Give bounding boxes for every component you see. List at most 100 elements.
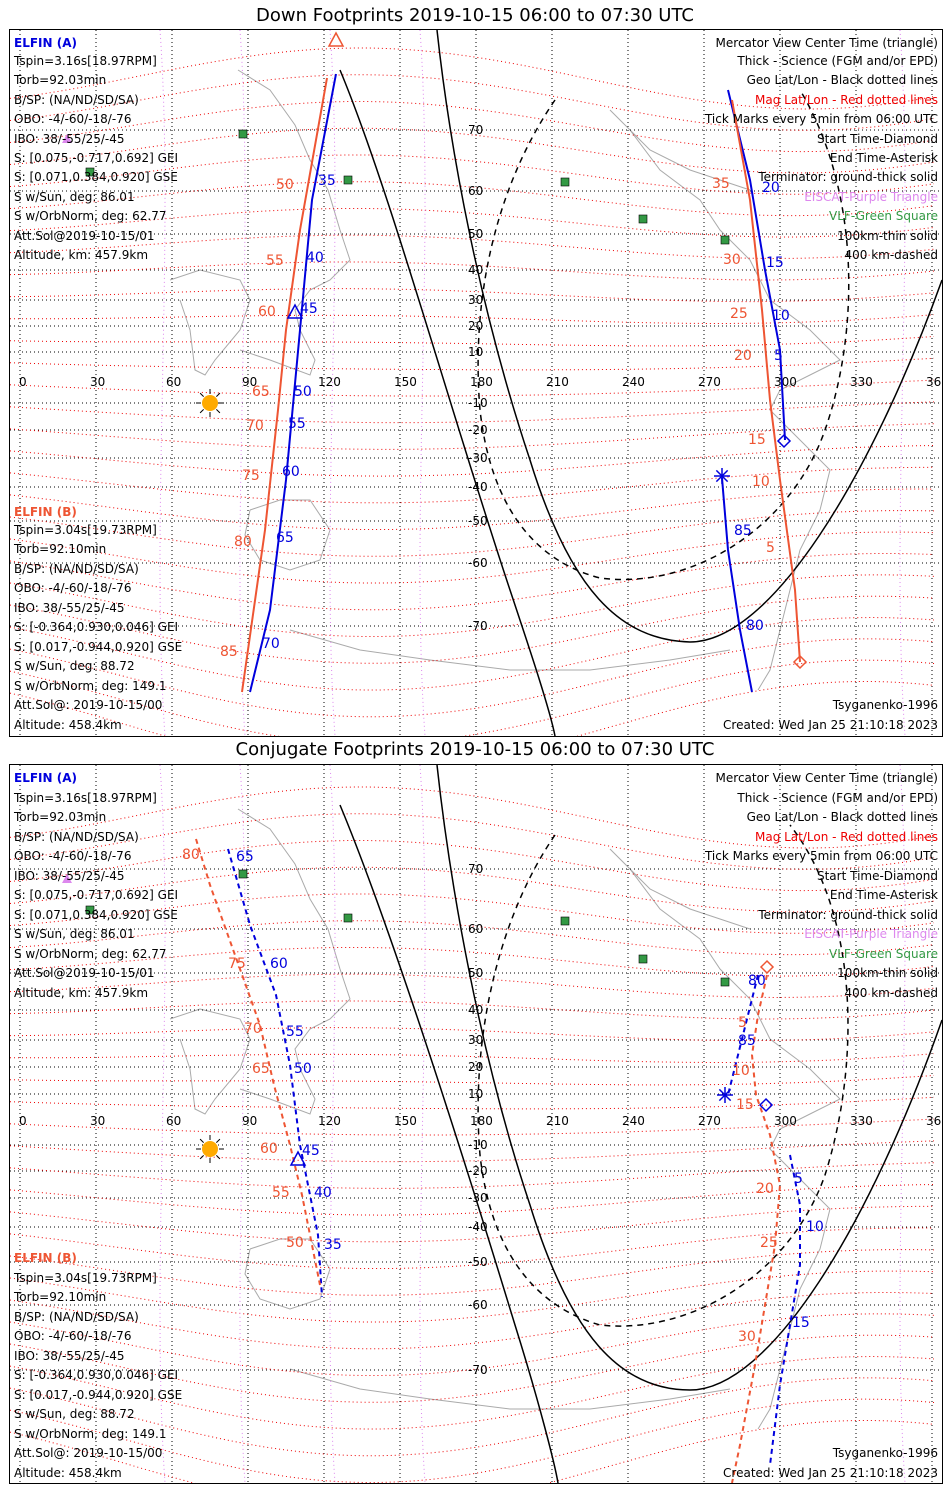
- mag-parallel: [10, 1419, 935, 1483]
- track-tick-label: 60: [282, 464, 300, 480]
- lat-tick-label: 60: [468, 922, 483, 936]
- legend-item: Terminator: ground-thick solid: [758, 908, 938, 922]
- track-tick-label: 20: [734, 348, 752, 364]
- sun-icon: [202, 1141, 218, 1157]
- lon-tick-label: 150: [394, 1114, 417, 1128]
- track-tick-label: 75: [228, 956, 246, 972]
- track-tick-label: 15: [748, 432, 766, 448]
- legend-item: VLF-Green Square: [829, 209, 938, 223]
- elfin-b-line: S w/Sun, deg: 88.72: [14, 1407, 135, 1421]
- sun-ray: [216, 1155, 221, 1160]
- elfin-a-line: Att.Sol@2019-10-15/01: [14, 966, 155, 980]
- mag-parallel: [10, 531, 935, 584]
- elfin-a-line: S w/Sun, deg: 86.01: [14, 927, 135, 941]
- mag-parallel: [10, 1205, 935, 1243]
- track-tick-label: 65: [236, 849, 254, 865]
- view-center-triangle: [289, 1150, 307, 1166]
- legend-item: Tick Marks every 5min from 06:00 UTC: [704, 849, 938, 863]
- elfin-b-label: ELFIN (B): [14, 1251, 77, 1265]
- sun-ray: [199, 392, 204, 397]
- legend-item: End Time-Asterisk: [829, 888, 938, 902]
- mag-parallel: [10, 866, 935, 913]
- coastline: [609, 848, 751, 930]
- lat-tick-label: -10: [468, 396, 488, 410]
- elfin-b-line: S w/Sun, deg: 88.72: [14, 659, 135, 673]
- mag-parallel: [10, 552, 935, 611]
- track-tick-label: 85: [220, 644, 238, 660]
- lon-tick-label: 210: [546, 375, 569, 389]
- lon-tick-label: 180: [470, 375, 493, 389]
- track-tick-label: 20: [762, 180, 780, 196]
- lat-tick-label: -10: [468, 1138, 488, 1152]
- mag-parallel: [10, 1270, 935, 1323]
- elfin-a-line: Att.Sol@2019-10-15/01: [14, 229, 155, 243]
- track-tick-label: 20: [756, 1181, 774, 1197]
- mag-parallel: [10, 1074, 935, 1086]
- elfin-a-line: S w/OrbNorm, deg: 62.77: [14, 947, 167, 961]
- created-label: Created: Wed Jan 25 21:10:18 2023: [723, 718, 938, 732]
- track-tick-label: 60: [260, 1141, 278, 1157]
- end-time-asterisk: [715, 469, 729, 483]
- lat-tick-label: 70: [468, 862, 483, 876]
- track-tick-label: 75: [242, 468, 260, 484]
- legend-item: Tick Marks every 5min from 06:00 UTC: [704, 112, 938, 126]
- elfin-b-line: IBO: 38/-55/25/-45: [14, 601, 125, 615]
- lat-tick-label: 50: [468, 966, 483, 980]
- legend-item: Thick - Science (FGM and/or EPD): [737, 791, 938, 805]
- legend-item: Geo Lat/Lon - Black dotted lines: [746, 73, 938, 87]
- lat-tick-label: -30: [468, 1191, 488, 1205]
- elfin-b-label: ELFIN (B): [14, 505, 77, 519]
- track-tick-label: 50: [294, 1061, 312, 1077]
- conjugate-footprints-map: 0306090120150180210240270300330360706050…: [9, 764, 943, 1484]
- coastline: [289, 629, 731, 671]
- elfin-b-line: Altitude: 458.4km: [14, 718, 122, 732]
- lon-tick-label: 150: [394, 375, 417, 389]
- elfin-a-line: Altitude, km: 457.9km: [14, 248, 149, 262]
- elfin-a-line: IBO: 38/-55/25/-45: [14, 869, 125, 883]
- legend-item: Geo Lat/Lon - Black dotted lines: [746, 810, 938, 824]
- mag-parallel: [10, 510, 935, 557]
- lon-tick-label: 120: [318, 1114, 341, 1128]
- vlf-station-marker: [85, 167, 95, 177]
- lat-tick-label: 30: [468, 1033, 483, 1047]
- track-tick-label: 85: [738, 1033, 756, 1049]
- legend-item: EISCAT-Purple Triangle: [804, 190, 938, 204]
- legend-item: Mercator View Center Time (triangle): [715, 771, 938, 785]
- vlf-station-marker: [238, 869, 248, 879]
- track-tick-label: 35: [324, 1237, 342, 1253]
- lat-tick-label: 40: [468, 1003, 483, 1017]
- sun-ray: [199, 409, 204, 414]
- lat-tick-label: -20: [468, 1164, 488, 1178]
- lat-tick-label: 20: [468, 319, 483, 333]
- lat-tick-label: -70: [468, 1363, 488, 1377]
- elfin-a-label: ELFIN (A): [14, 771, 77, 785]
- elfin-a-track: [721, 477, 753, 693]
- elfin-b-line: Altitude: 458.4km: [14, 1466, 122, 1480]
- mag-parallel: [10, 1291, 935, 1350]
- legend-item: VLF-Green Square: [829, 947, 938, 961]
- mag-parallel: [10, 47, 935, 110]
- elfin-a-line: OBO: -4/-60/-18/-76: [14, 112, 132, 126]
- elfin-a-line: S w/OrbNorm, deg: 62.77: [14, 209, 167, 223]
- lat-tick-label: 30: [468, 293, 483, 307]
- elfin-a-line: B/SP: (NA/ND/SD/SA): [14, 93, 139, 107]
- elfin-a-line: Torb=92.03min: [14, 810, 107, 824]
- mag-parallel: [10, 100, 935, 153]
- lon-tick-label: 240: [622, 375, 645, 389]
- elfin-b-track: [731, 99, 801, 663]
- mag-meridian: [419, 765, 426, 1483]
- mag-parallel: [10, 1334, 935, 1403]
- elfin-a-line: S: [0.075,-0.717,0.692] GEI: [14, 151, 179, 165]
- track-tick-label: 65: [276, 530, 294, 546]
- lat-tick-label: 50: [468, 227, 483, 241]
- track-tick-label: 80: [182, 847, 200, 863]
- track-tick-label: 65: [252, 384, 270, 400]
- model-label: Tsyganenko-1996: [832, 698, 938, 712]
- lon-tick-label: 240: [622, 1114, 645, 1128]
- model-label: Tsyganenko-1996: [832, 1446, 938, 1460]
- mag-parallel: [10, 1377, 935, 1457]
- lon-tick-label: 180: [470, 1114, 493, 1128]
- legend-item: Mag Lat/Lon - Red dotted lines: [754, 830, 938, 844]
- lon-tick-label: 270: [698, 375, 721, 389]
- sun-ray: [216, 409, 221, 414]
